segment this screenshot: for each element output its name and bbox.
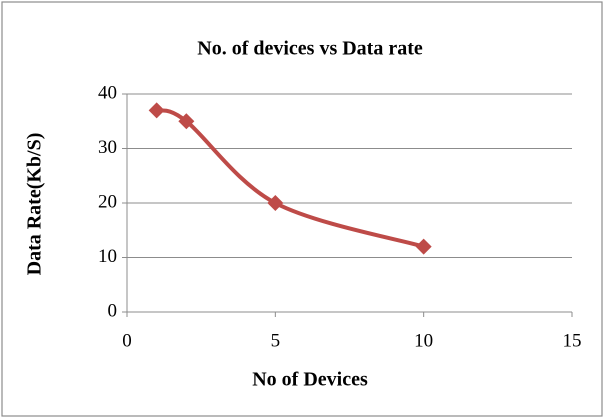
y-tick-label: 20 [98,191,117,212]
data-point [267,195,284,211]
x-tick-label: 5 [271,330,281,351]
data-point [178,113,195,130]
data-point [415,238,432,255]
data-point [148,102,165,119]
chart-title: No. of devices vs Data rate [197,38,423,60]
y-tick-label: 10 [98,246,117,267]
y-tick-label: 40 [98,82,117,103]
x-axis-label: No of Devices [252,369,368,391]
x-tick-label: 0 [122,330,132,351]
x-tick-label: 10 [414,330,433,351]
x-tick-label: 15 [563,330,582,351]
y-axis-label: Data Rate(Kb/S) [24,133,46,276]
y-tick-label: 30 [98,137,117,158]
y-tick-label: 0 [108,300,118,321]
data-line [155,108,425,249]
